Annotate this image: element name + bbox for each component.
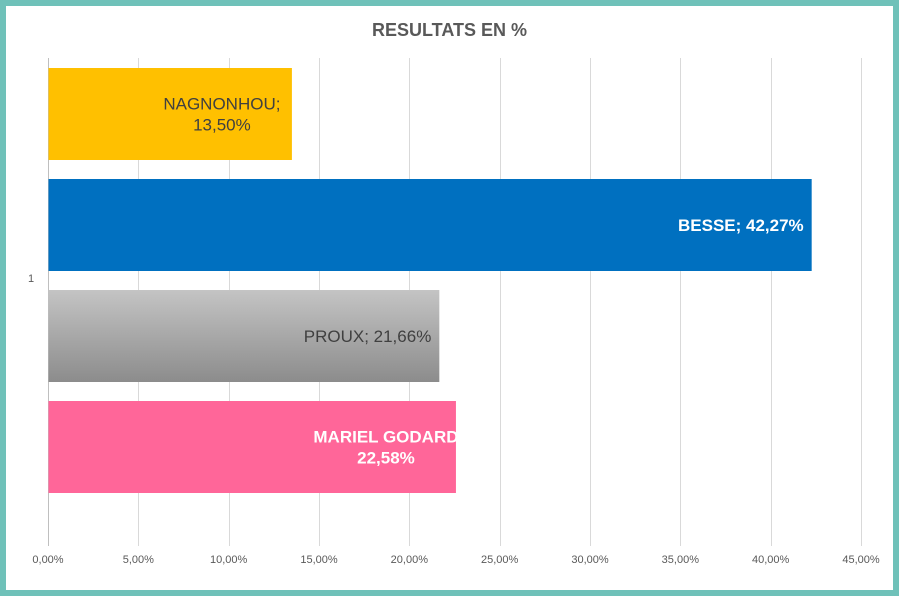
data-label: NAGNONHOU; 13,50% xyxy=(163,95,280,135)
x-tick-label: 5,00% xyxy=(123,554,154,566)
bar-besse xyxy=(48,179,812,271)
bar-proux xyxy=(48,290,440,382)
x-tick-label: 20,00% xyxy=(391,554,429,566)
x-tick-label: 30,00% xyxy=(571,554,609,566)
chart-title: RESULTATS EN % xyxy=(371,20,527,40)
x-tick-label: 25,00% xyxy=(481,554,519,566)
category-label: 1 xyxy=(28,273,34,285)
x-tick-label: 0,00% xyxy=(32,554,63,566)
x-tick-label: 15,00% xyxy=(300,554,338,566)
x-tick-label: 10,00% xyxy=(210,554,248,566)
data-label: PROUX; 21,66% xyxy=(304,327,432,346)
x-tick-label: 40,00% xyxy=(752,554,790,566)
bar-nagnonhou xyxy=(48,68,292,160)
bar-mariel-godard xyxy=(48,401,456,493)
x-tick-label: 35,00% xyxy=(662,554,700,566)
x-tick-label: 45,00% xyxy=(842,554,880,566)
data-label: MARIEL GODARD 22,58% xyxy=(313,428,458,468)
data-label: BESSE; 42,27% xyxy=(678,216,804,235)
